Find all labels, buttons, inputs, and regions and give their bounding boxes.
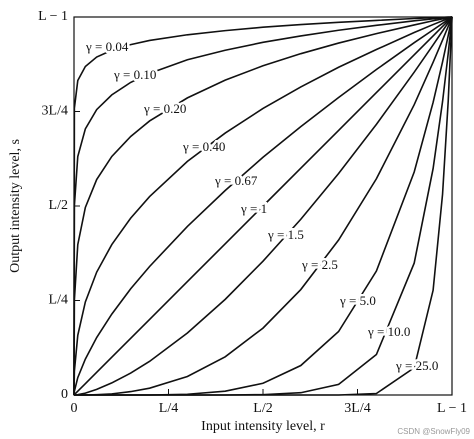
gamma-curve <box>73 16 453 396</box>
curve-label: γ = 0.10 <box>113 67 156 82</box>
curve-label: γ = 2.5 <box>301 257 338 272</box>
gamma-curve <box>74 16 453 396</box>
curve-label: γ = 0.20 <box>143 101 186 116</box>
gamma-curve <box>73 16 453 396</box>
gamma-curve <box>73 16 453 396</box>
y-axis-label: Output intensity level, s <box>8 139 23 273</box>
curve-label: γ = 10.0 <box>367 324 410 339</box>
x-axis-label: Input intensity level, r <box>201 419 325 434</box>
curve-label: γ = 1.5 <box>267 227 304 242</box>
x-tick-label: L − 1 <box>437 401 467 416</box>
watermark: CSDN @SnowFly09 <box>397 427 470 436</box>
gamma-curve <box>73 16 452 396</box>
y-tick-label: 3L/4 <box>42 104 68 119</box>
x-tick-label: 3L/4 <box>344 401 370 416</box>
x-tick-label: L/4 <box>159 401 178 416</box>
gamma-curve <box>73 16 453 396</box>
y-tick-label: L/2 <box>49 198 68 213</box>
gamma-curve <box>74 16 453 396</box>
curve-label: γ = 1 <box>240 201 267 216</box>
curve-label: γ = 0.40 <box>182 139 225 154</box>
y-tick-label: L/4 <box>49 293 68 308</box>
x-tick-label: L/2 <box>253 401 272 416</box>
x-tick-label: 0 <box>71 401 78 416</box>
curve-label: γ = 0.67 <box>214 173 258 188</box>
curve-label: γ = 5.0 <box>339 293 376 308</box>
y-tick-label: L − 1 <box>38 9 68 24</box>
gamma-curve <box>73 16 453 396</box>
curve-label: γ = 25.0 <box>395 358 438 373</box>
curve-label: γ = 0.04 <box>85 39 129 54</box>
y-tick-label: 0 <box>61 387 68 402</box>
